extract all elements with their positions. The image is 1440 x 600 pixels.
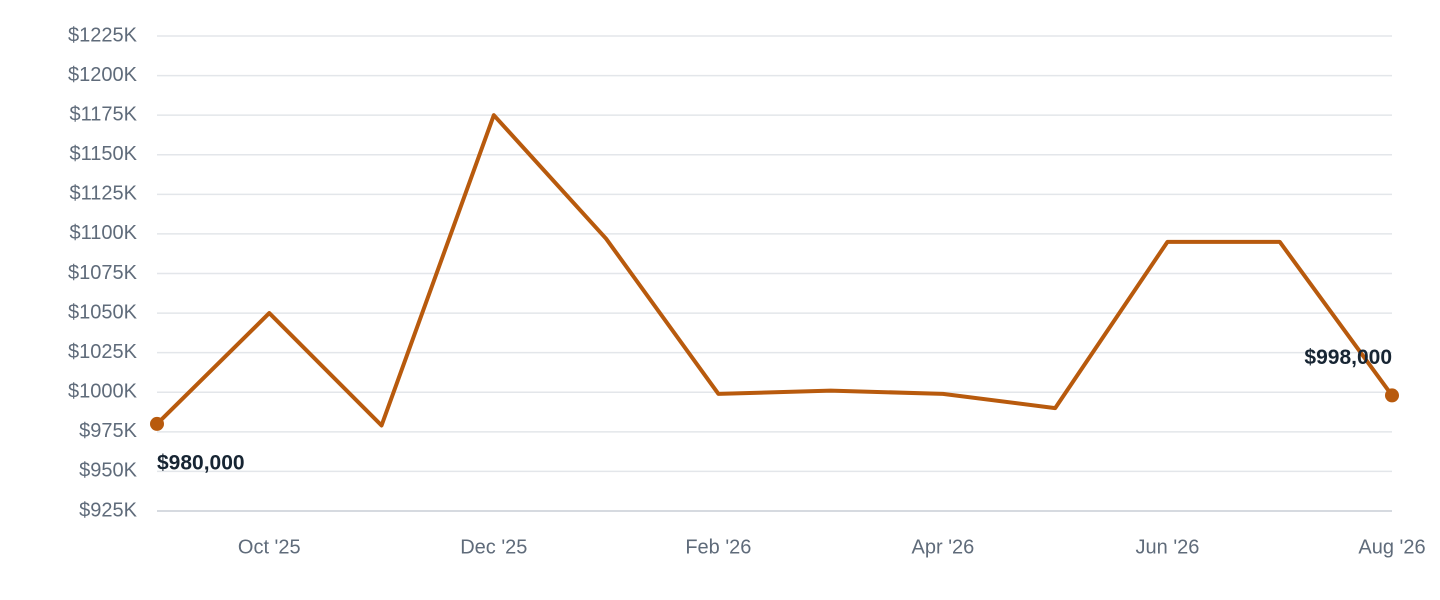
point — [1385, 388, 1399, 403]
y-tick-label: $1000K — [68, 381, 138, 403]
y-tick-label: $1200K — [68, 64, 138, 86]
y-tick-label: $925K — [79, 499, 137, 521]
x-tick-label: Aug '26 — [1358, 536, 1425, 558]
value-label: $980,000 — [157, 451, 245, 474]
line — [155, 113, 1394, 428]
x-tick-label: Apr '26 — [912, 536, 975, 558]
y-tick-label: $1225K — [68, 24, 138, 46]
y-tick-label: $1075K — [68, 262, 138, 284]
y-tick-label: $950K — [79, 460, 137, 482]
x-tick-label: Jun '26 — [1136, 536, 1200, 558]
y-tick-label: $1025K — [68, 341, 138, 363]
y-tick-label: $975K — [79, 420, 137, 442]
x-tick-label: Dec '25 — [460, 536, 527, 558]
y-tick-label: $1175K — [70, 103, 138, 125]
y-tick-label: $1150K — [70, 143, 138, 165]
y-tick-label: $1125K — [70, 183, 138, 205]
y-tick-label: $1050K — [68, 301, 138, 323]
x-tick-label: Oct '25 — [238, 536, 301, 558]
x-tick-label: Feb '26 — [685, 536, 751, 558]
value-label: $998,000 — [1304, 346, 1392, 369]
y-tick-label: $1100K — [70, 222, 138, 244]
point — [150, 416, 164, 431]
